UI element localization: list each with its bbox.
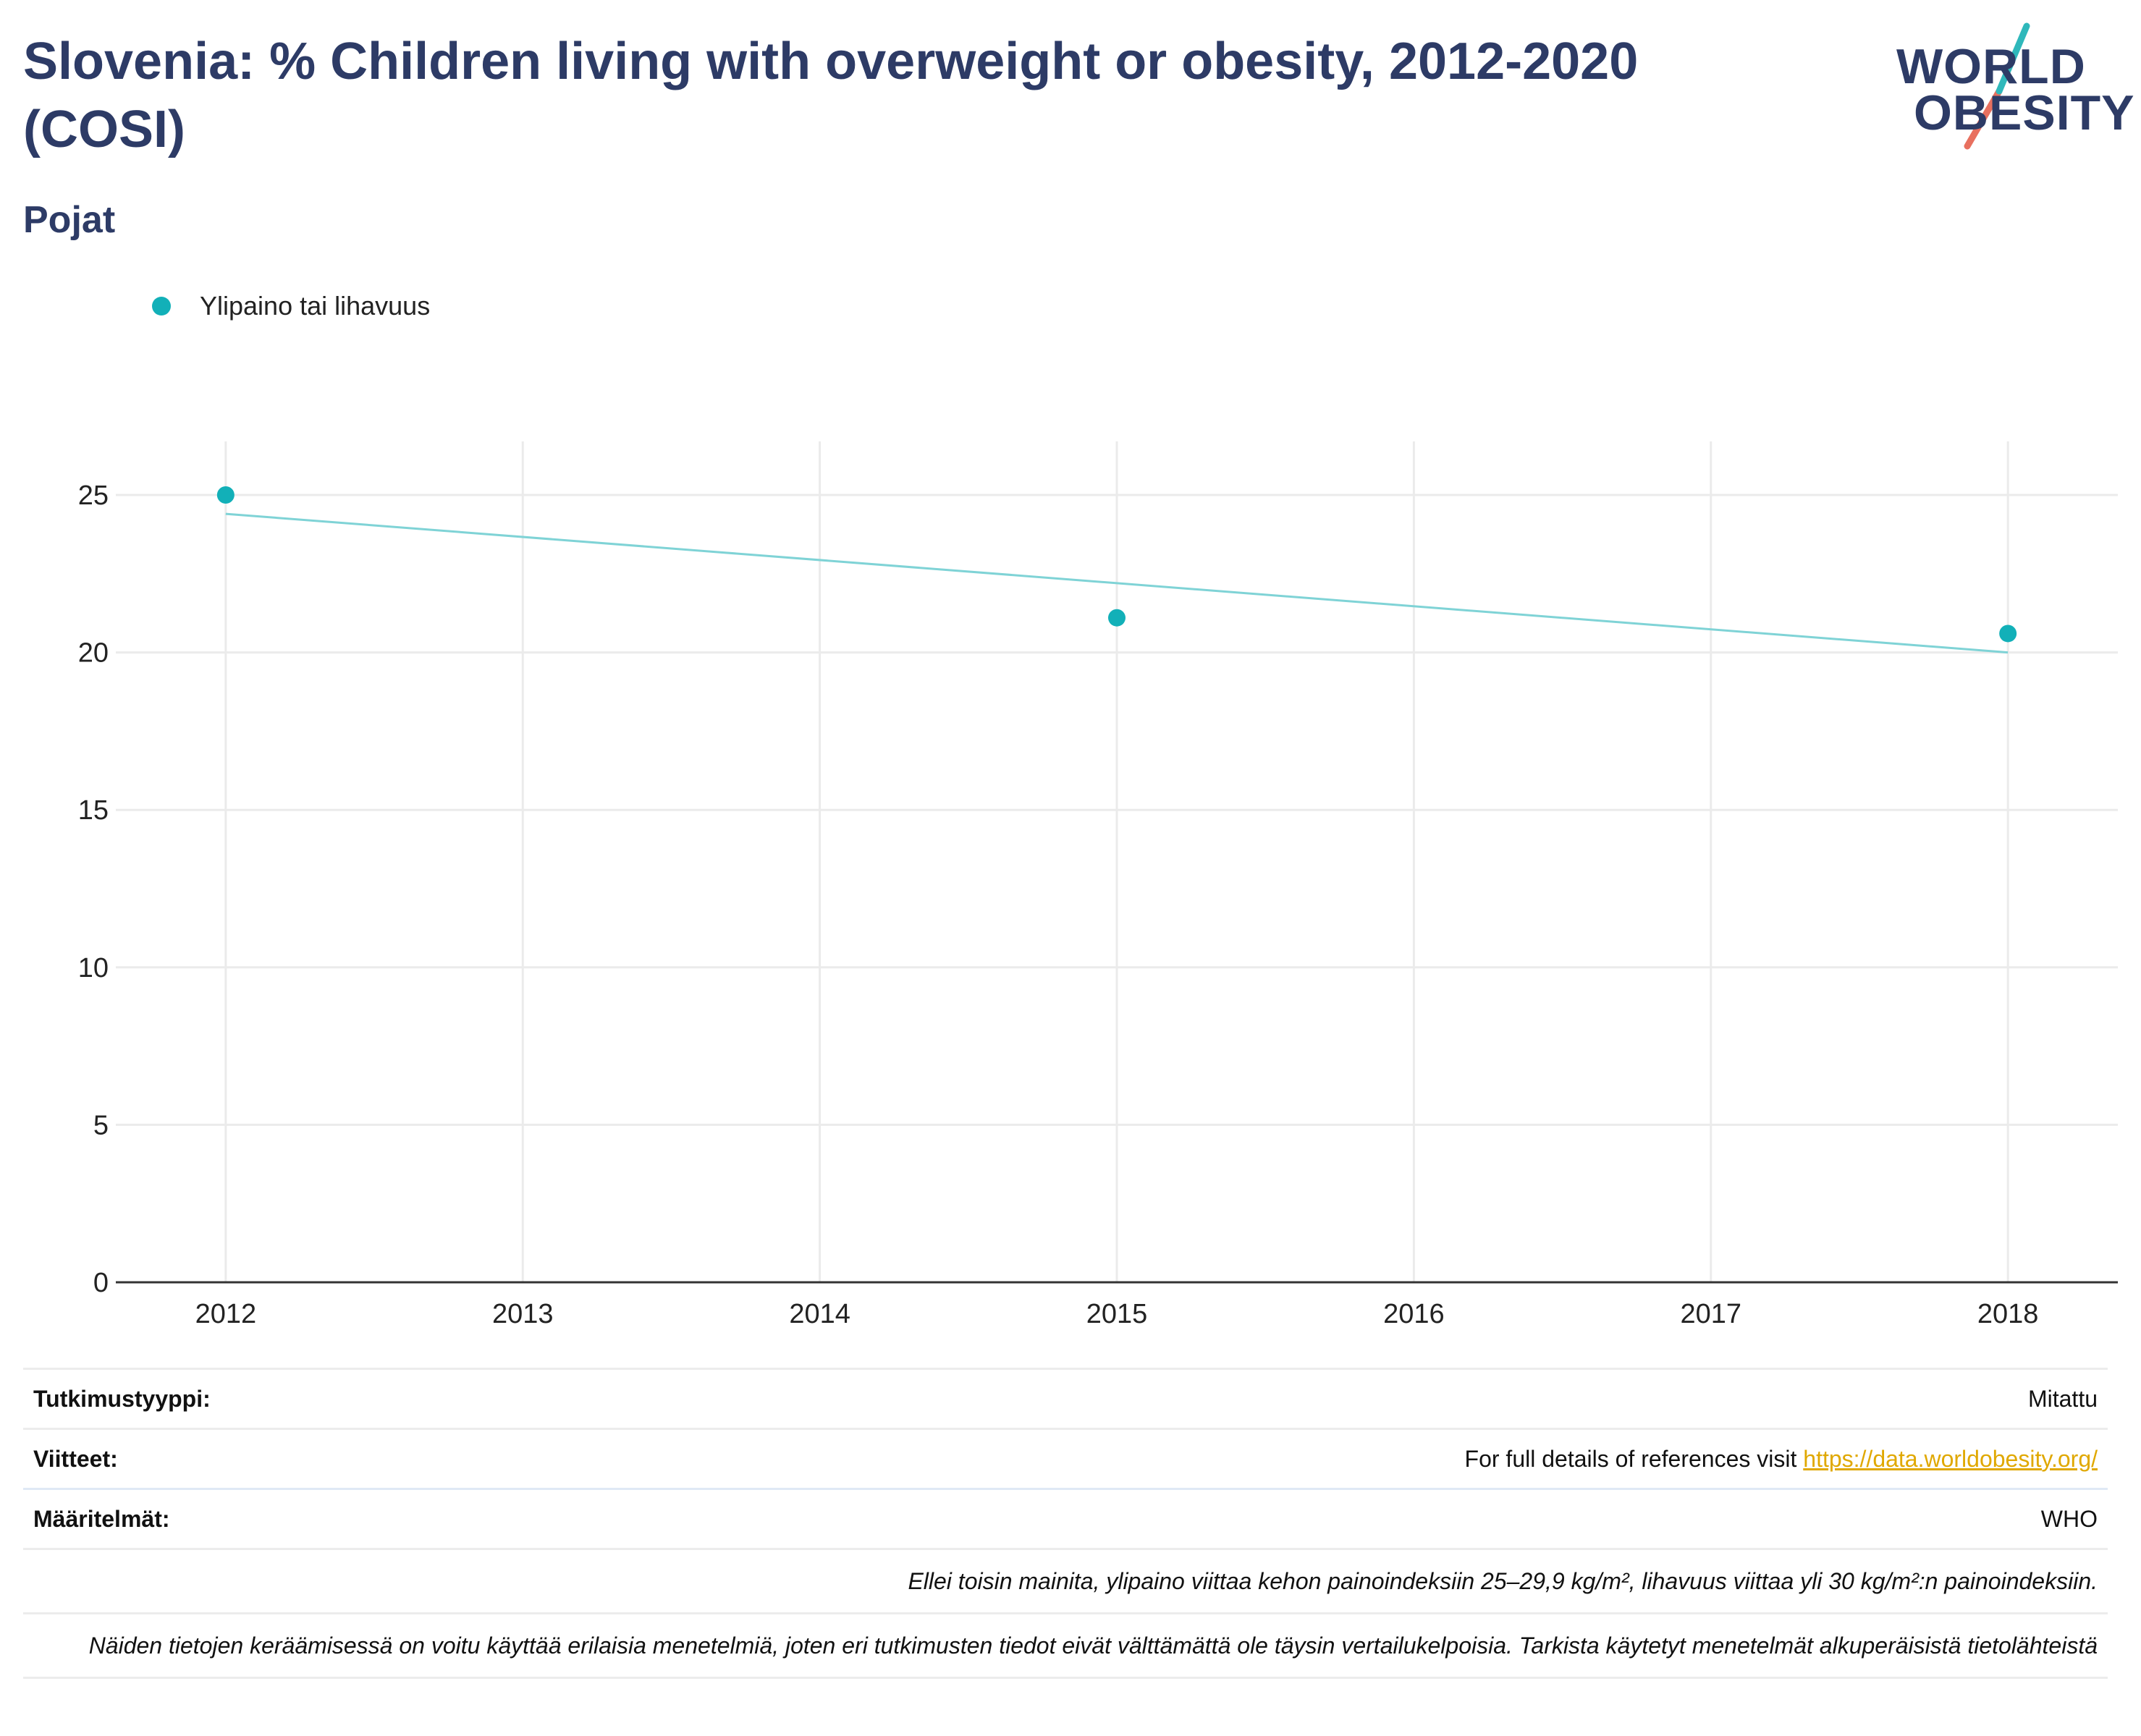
x-tick-label: 2017: [1680, 1299, 1741, 1329]
grid-lines: [116, 441, 2118, 1284]
y-tick-label: 25: [78, 480, 109, 511]
logo-word-obesity: OBESITY: [1914, 85, 2135, 140]
chart-title: Slovenia: % Children living with overwei…: [23, 33, 1639, 158]
info-table: Tutkimustyyppi: Mitattu Viitteet: For fu…: [23, 1368, 2108, 1679]
world-obesity-logo: WORLD OBESITY: [1882, 22, 2134, 152]
y-tick-label: 10: [78, 953, 109, 983]
x-tick-label: 2014: [789, 1299, 850, 1329]
legend-label: Ylipaino tai lihavuus: [200, 291, 431, 321]
x-tick-label: 2016: [1383, 1299, 1445, 1329]
definition-note: Ellei toisin mainita, ylipaino viittaa k…: [23, 1548, 2108, 1612]
references-link[interactable]: https://data.worldobesity.org/: [1803, 1445, 2098, 1472]
data-point: [1999, 624, 2017, 643]
info-key: Määritelmät:: [33, 1505, 170, 1532]
info-value: Mitattu: [2027, 1385, 2098, 1412]
chart-subtitle: Pojat: [23, 199, 116, 241]
chart-legend[interactable]: Ylipaino tai lihavuus: [152, 291, 430, 321]
logo-word-world: WORLD: [1896, 39, 2086, 94]
y-axis-ticks: 0 5 10 15 20 25: [78, 480, 109, 1298]
y-tick-label: 15: [78, 795, 109, 826]
info-value: For full details of references visit htt…: [1465, 1446, 2098, 1473]
x-axis-ticks: 2012 2013 2014 2015 2016 2017 2018: [195, 1299, 2039, 1329]
info-value: WHO: [2040, 1505, 2098, 1532]
legend-marker: [152, 297, 171, 316]
info-row-definitions: Määritelmät: WHO: [23, 1488, 2108, 1548]
info-key: Viitteet:: [33, 1445, 118, 1472]
chart-plot: 0 5 10 15 20 25 2012 2013 2014 2015 2016 2017 2018: [78, 441, 2118, 1329]
x-tick-label: 2018: [1977, 1299, 2039, 1329]
info-key: Tutkimustyyppi:: [33, 1385, 211, 1412]
info-row-references: Viitteet: For full details of references…: [23, 1428, 2108, 1488]
y-tick-label: 0: [93, 1268, 109, 1298]
methodology-note: Näiden tietojen keräämisessä on voitu kä…: [23, 1612, 2108, 1679]
y-tick-label: 20: [78, 638, 109, 669]
x-tick-label: 2012: [195, 1299, 257, 1329]
y-tick-label: 5: [93, 1110, 109, 1140]
data-point: [216, 486, 235, 504]
x-tick-label: 2013: [492, 1299, 554, 1329]
info-row-study-type: Tutkimustyyppi: Mitattu: [23, 1368, 2108, 1428]
series-layer: [216, 486, 2017, 654]
references-text: For full details of references visit: [1464, 1445, 1804, 1472]
x-tick-label: 2015: [1086, 1299, 1148, 1329]
logo-slash-icon: [1964, 22, 2030, 150]
data-point: [1108, 609, 1126, 627]
trend-line: [225, 512, 2009, 654]
